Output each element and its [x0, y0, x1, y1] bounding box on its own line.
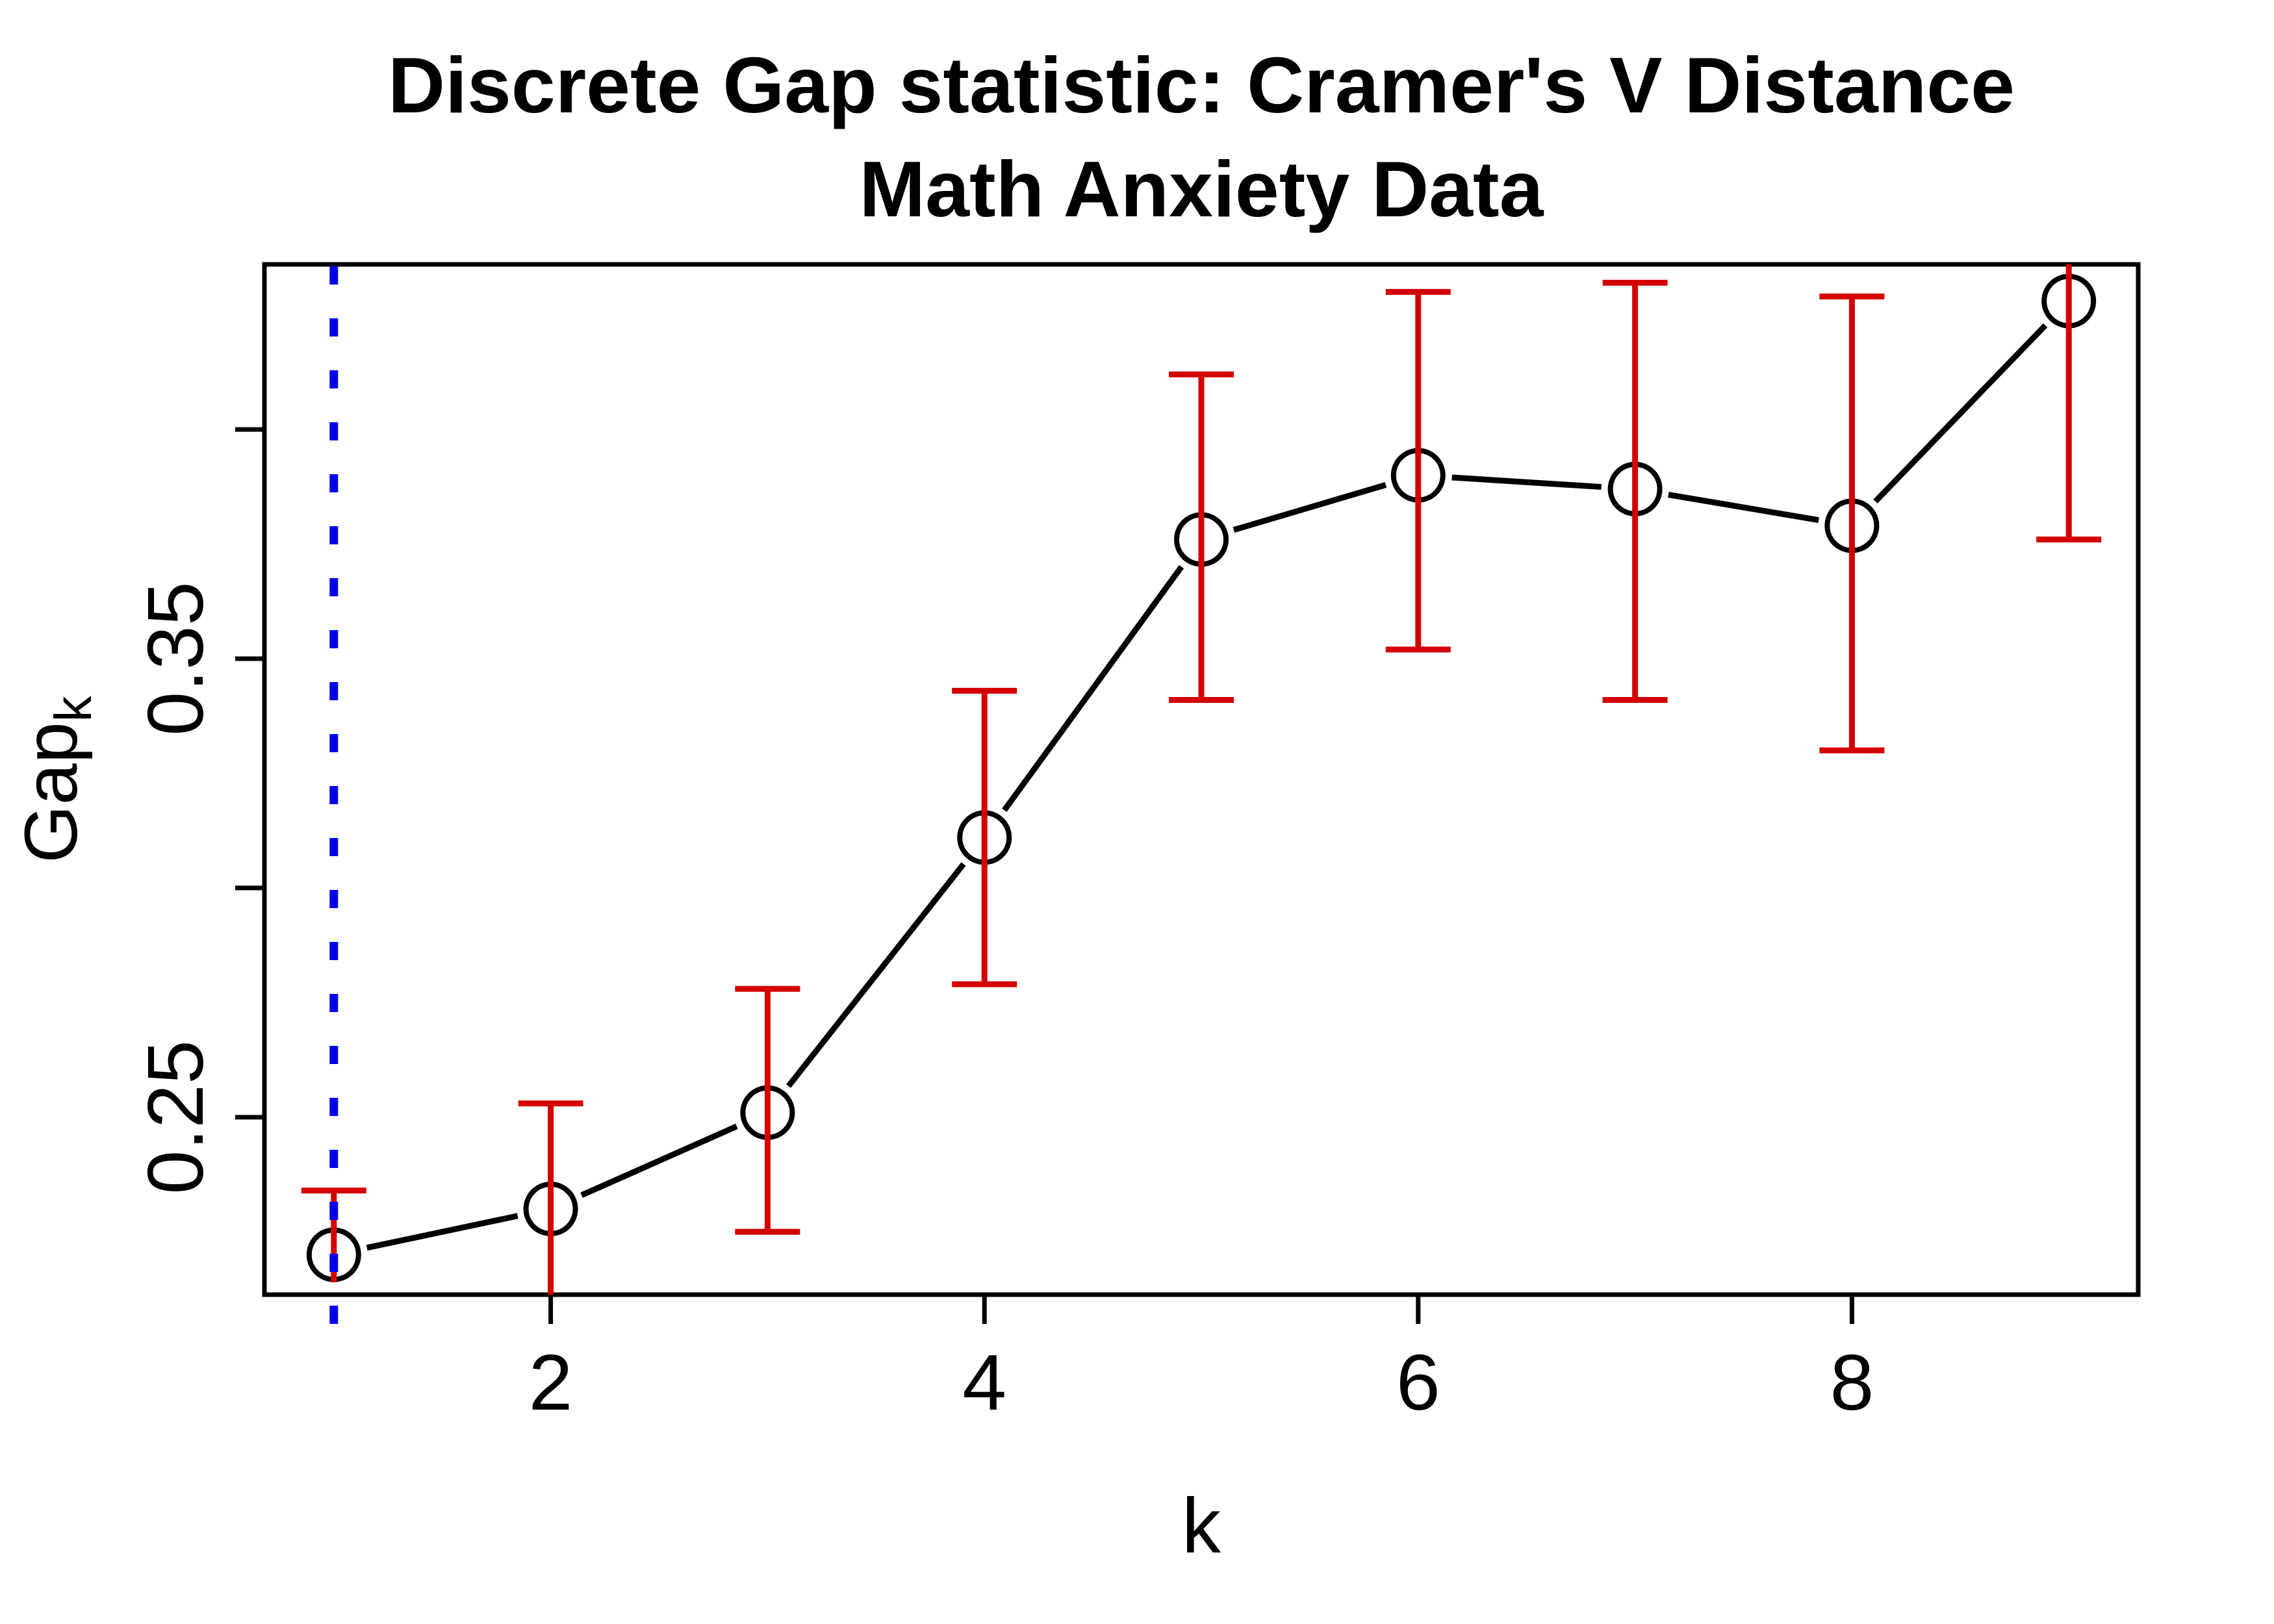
- y-axis-label-main: Gap: [10, 722, 93, 863]
- x-tick-label-6: 6: [1396, 1338, 1440, 1427]
- data-line: [366, 323, 2048, 1251]
- line-segment-k5-k6: [1233, 482, 1387, 533]
- x-axis-label: k: [1182, 1482, 1221, 1569]
- y-axis-label-subscript: k: [44, 695, 102, 722]
- x-tick-label-4: 4: [962, 1338, 1006, 1427]
- line-segment-k7-k8: [1668, 492, 1819, 524]
- error-bars: [301, 264, 2102, 1295]
- line-segment-k8-k9: [1873, 323, 2048, 504]
- x-tick-label-2: 2: [529, 1338, 573, 1427]
- y-axis-label: Gapk: [10, 695, 102, 863]
- line-segment-k3-k4: [786, 862, 966, 1088]
- y-tick-label-0.25: 0.25: [131, 1040, 220, 1194]
- line-segment-k6-k7: [1451, 474, 1602, 490]
- y-tick-label-0.35: 0.35: [131, 581, 220, 735]
- chart-title-line1: Discrete Gap statistic: Cramer's V Dista…: [388, 41, 2015, 129]
- x-tick-label-8: 8: [1830, 1338, 1874, 1427]
- plot-area: 2 4 6 8 0.25 0.35: [131, 262, 2141, 1427]
- line-segment-k1-k2: [366, 1213, 518, 1251]
- line-segment-k4-k5: [1002, 565, 1184, 812]
- chart-title-line2: Math Anxiety Data: [859, 145, 1544, 233]
- plot-box: [262, 262, 2141, 1297]
- line-segment-k2-k3: [580, 1123, 738, 1199]
